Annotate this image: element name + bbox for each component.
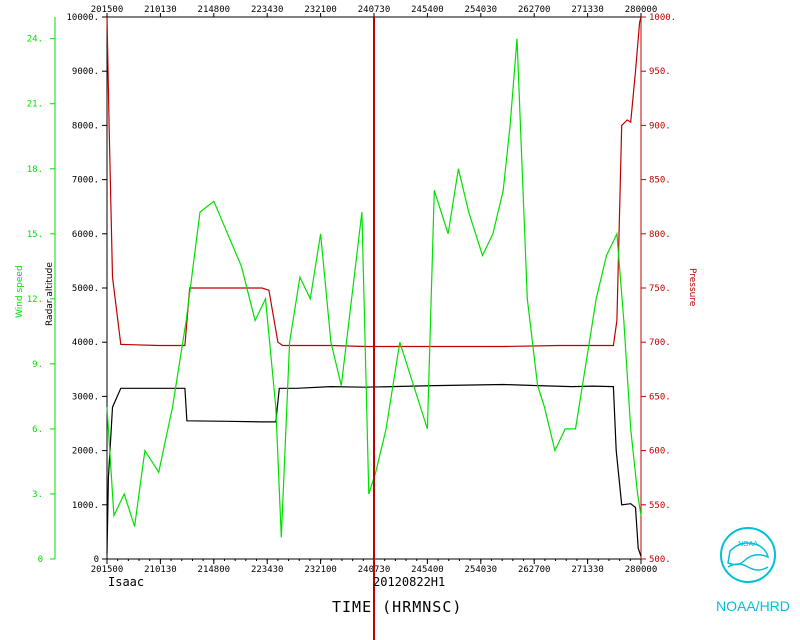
x-tick-label-bottom: 254030 — [465, 565, 498, 575]
wind-speed-tick-label: 15. — [27, 230, 43, 240]
wind-speed-tick-label: 18. — [27, 165, 43, 175]
radar-altitude-tick-label: 6000. — [72, 230, 99, 240]
x-tick-label-bottom: 214800 — [198, 565, 231, 575]
noaa-hrd-label: NOAA/HRD — [716, 598, 790, 614]
x-tick-label-bottom: 262700 — [518, 565, 551, 575]
wind-speed-tick-label: 24. — [27, 35, 43, 45]
pressure-tick-label: 650. — [649, 392, 671, 402]
wind-speed-series-line — [106, 38, 642, 538]
series-layer — [106, 16, 642, 557]
x-tick-label-bottom: 223430 — [251, 565, 284, 575]
noaa-wave-icon — [727, 563, 769, 571]
x-tick-label-top: 240730 — [358, 5, 391, 15]
radar-altitude-tick-label: 4000. — [72, 338, 99, 348]
x-tick-label-bottom: 245400 — [411, 565, 444, 575]
radar-altitude-tick-label: 3000. — [72, 392, 99, 402]
wind-speed-tick-label: 21. — [27, 100, 43, 110]
pressure-tick-label: 600. — [649, 447, 671, 457]
pressure-tick-label: 850. — [649, 176, 671, 186]
wind-speed-tick-label: 0 — [38, 555, 43, 565]
x-tick-label-bottom: 271330 — [571, 565, 604, 575]
x-tick-label-top: 214800 — [198, 5, 231, 15]
x-tick-label-bottom: 201500 — [91, 565, 124, 575]
pressure-tick-label: 500. — [649, 555, 671, 565]
radar-altitude-series-line — [106, 383, 642, 557]
radar-altitude-tick-label: 1000. — [72, 501, 99, 511]
x-tick-label-top: 210130 — [144, 5, 177, 15]
noaa-logo-text: NOAA — [738, 541, 758, 548]
wind-speed-tick-label: 12. — [27, 295, 43, 305]
radar-altitude-tick-label: 0 — [94, 555, 99, 565]
x-tick-label-bottom: 280000 — [625, 565, 658, 575]
noaa-logo-ring — [720, 527, 776, 583]
noaa-logo: NOAA — [720, 527, 776, 583]
pressure-tick-label: 900. — [649, 121, 671, 131]
radar-altitude-tick-label: 9000. — [72, 67, 99, 77]
pressure-axis-title: Pressure — [687, 268, 697, 307]
pressure-tick-label: 750. — [649, 284, 671, 294]
flight-id-label: 20120822H1 — [373, 575, 445, 589]
radar-altitude-axis-title: Radar altitude — [45, 262, 55, 326]
x-tick-label-top: 201500 — [91, 5, 124, 15]
radar-altitude-tick-label: 2000. — [72, 447, 99, 457]
radar-altitude-tick-label: 8000. — [72, 121, 99, 131]
x-tick-label-top: 271330 — [571, 5, 604, 15]
x-tick-label-top: 262700 — [518, 5, 551, 15]
wind-speed-tick-label: 6. — [32, 425, 43, 435]
x-axis-title: TIME (HRMNSC) — [332, 598, 462, 616]
pressure-tick-label: 700. — [649, 338, 671, 348]
storm-name-label: Isaac — [108, 575, 144, 589]
pressure-tick-label: 550. — [649, 501, 671, 511]
wind-speed-axis-title: Wind speed — [15, 265, 25, 318]
wind-speed-tick-label: 3. — [32, 490, 43, 500]
pressure-tick-label: 800. — [649, 230, 671, 240]
x-tick-label-top: 245400 — [411, 5, 444, 15]
radar-altitude-tick-label: 5000. — [72, 284, 99, 294]
x-tick-label-top: 232100 — [304, 5, 337, 15]
pressure-tick-label: 950. — [649, 67, 671, 77]
x-tick-label-top: 223430 — [251, 5, 284, 15]
ticks-layer: 201500 210130 214800 223430 232100 240730 2454… — [27, 5, 676, 575]
x-tick-label-top: 254030 — [465, 5, 498, 15]
x-tick-label-top: 280000 — [625, 5, 658, 15]
pressure-tick-label: 1000. — [649, 13, 676, 23]
wind-speed-tick-label: 9. — [32, 360, 43, 370]
radar-altitude-tick-label: 10000. — [66, 13, 99, 23]
radar-altitude-tick-label: 7000. — [72, 176, 99, 186]
x-tick-label-bottom: 232100 — [304, 565, 337, 575]
x-tick-label-bottom: 210130 — [144, 565, 177, 575]
